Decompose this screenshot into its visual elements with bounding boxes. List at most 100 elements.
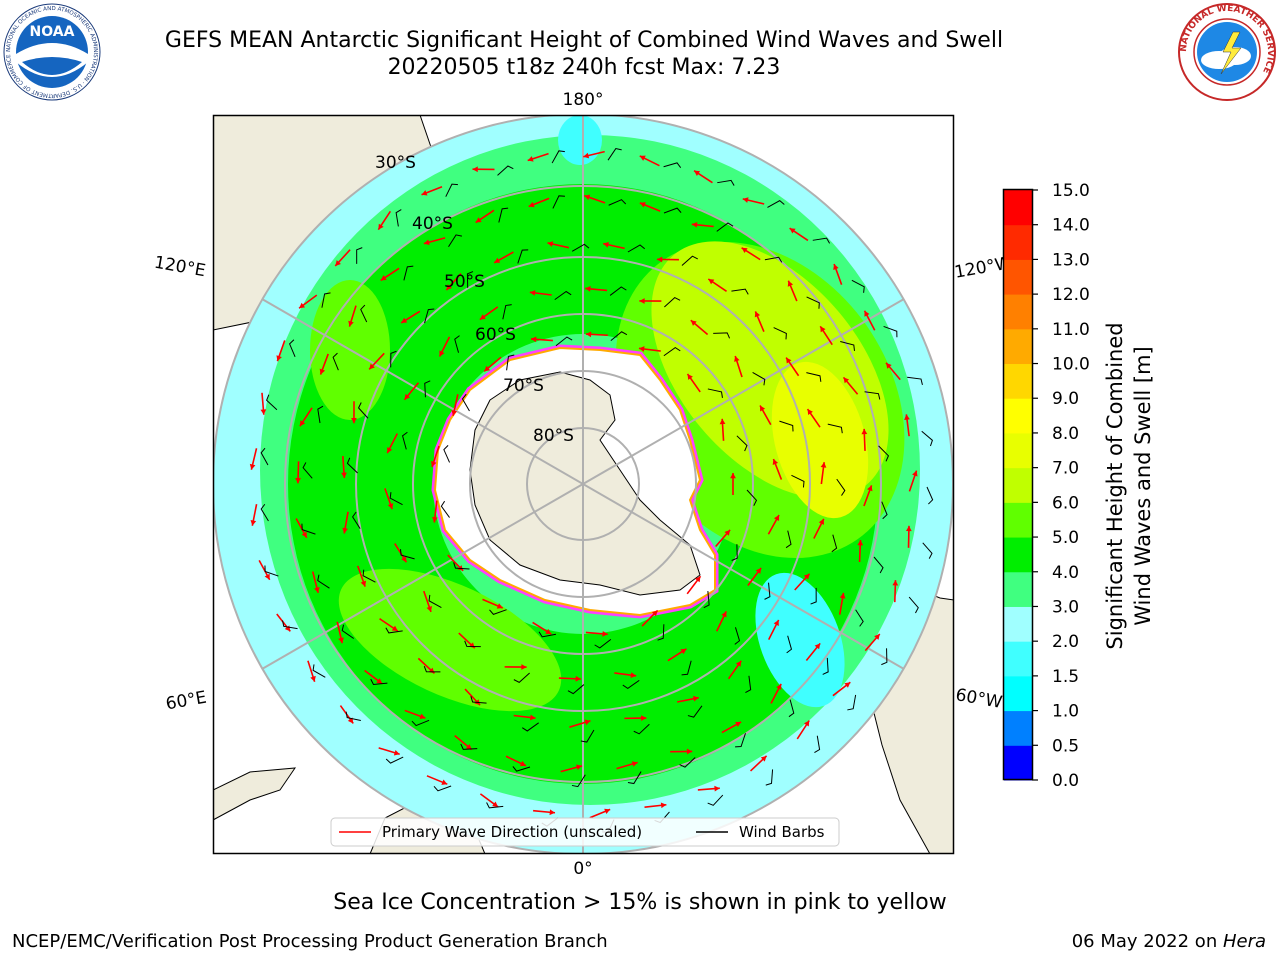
wind-barb [679, 757, 696, 768]
colorbar-band [1004, 675, 1032, 712]
wave-direction-arrow [334, 249, 351, 267]
wind-barb [594, 638, 612, 649]
colorbar-tick-label: 3.0 [1052, 597, 1079, 617]
colorbar-band [1004, 710, 1032, 746]
wind-barb [345, 711, 361, 721]
colorbar-tick-label: 14.0 [1052, 216, 1090, 236]
wind-barb [822, 657, 829, 675]
lon-label-60e: 60°E [164, 688, 208, 715]
wind-barb [282, 620, 298, 630]
wind-barb [506, 354, 515, 371]
wave-direction-arrow [863, 310, 876, 331]
wave-direction-arrow [585, 331, 608, 338]
wave-direction-arrow [616, 761, 638, 770]
lon-label-0: 0° [573, 859, 592, 879]
lon-label-60w: 60°W [954, 685, 1004, 713]
nws-logo: NATIONAL WEATHER SERVICE [1178, 3, 1276, 101]
date-line: 06 May 2022 on Hera [1072, 931, 1266, 952]
wave-direction-arrow [892, 580, 899, 603]
wave-direction-arrow [721, 721, 742, 734]
wave-direction-arrow [639, 202, 661, 212]
wave-direction-arrow [727, 660, 742, 680]
colorbar-band [1004, 259, 1032, 295]
wind-barb [440, 500, 450, 518]
wind-barb [571, 774, 586, 788]
wave-direction-arrow [747, 567, 762, 587]
wind-barb [428, 594, 442, 608]
wave-direction-arrow [772, 458, 783, 480]
wave-direction-arrow [368, 352, 385, 370]
wave-direction-arrow [404, 709, 426, 719]
colorbar-band [1004, 363, 1032, 399]
wave-direction-arrow [614, 672, 637, 678]
colorbar-band [1004, 224, 1032, 260]
madagascar [213, 767, 297, 821]
wave-direction-arrow [377, 210, 392, 231]
wave-direction-arrow [432, 500, 438, 523]
wind-barb [827, 423, 843, 434]
colorbar-band [1004, 606, 1032, 642]
wind-barb [513, 672, 530, 683]
wind-barb [512, 766, 531, 772]
wind-barb [881, 648, 888, 666]
colorbar-ticks: 0.0 0.5 1.0 1.5 2.0 3.0 4.0 5.0 6.0 7.0 8.0 9.0 10.0… [1032, 181, 1090, 791]
map-legend: Primary Wave Direction (unscaled) Wind B… [330, 817, 840, 847]
wind-barb [812, 237, 831, 244]
vector-layer [249, 148, 934, 833]
colorbar-band [1004, 641, 1032, 677]
colorbar-frame [1002, 188, 1034, 781]
wave-direction-arrow [483, 356, 502, 372]
colorbar-tick-label: 2.0 [1052, 632, 1079, 652]
wind-barb [831, 534, 838, 553]
wind-barb [580, 729, 595, 743]
wave-direction-arrow [533, 809, 556, 816]
wave-direction-arrow [585, 630, 608, 637]
wave-direction-arrow [741, 247, 761, 261]
wave-direction-arrow [249, 448, 258, 470]
wind-barb [403, 265, 414, 281]
wave-direction-arrow [403, 382, 420, 401]
wind-barb [385, 756, 404, 764]
wind-barb [622, 679, 640, 689]
wind-barb [470, 696, 487, 704]
wind-barb [301, 523, 316, 535]
wave-direction-arrow [451, 394, 459, 416]
wave-direction-arrow [707, 278, 727, 293]
wave-direction-arrow [644, 802, 667, 809]
wave-direction-arrow [667, 648, 687, 662]
wind-barb [736, 435, 748, 452]
wind-barb [855, 609, 864, 627]
wind-barb [657, 624, 665, 641]
wave-direction-arrow [638, 346, 661, 352]
wind-barb [517, 249, 529, 264]
wind-barb [571, 243, 590, 252]
wind-barb [567, 684, 585, 695]
wind-barb [608, 199, 627, 206]
wind-barb [681, 255, 698, 266]
wind-barb [773, 327, 787, 340]
colorbar-band [1004, 294, 1032, 330]
wave-direction-arrow [789, 227, 809, 242]
wave-direction-arrow [295, 461, 301, 484]
wind-barb [847, 694, 857, 711]
colorbar-tick-label: 11.0 [1052, 320, 1090, 340]
wind-barb [707, 388, 723, 398]
wind-barb [735, 733, 746, 748]
wave-direction-arrow [624, 715, 647, 722]
lat-label-70s: 70°S [503, 376, 544, 396]
wind-barb [352, 511, 361, 529]
wave-direction-arrow [820, 462, 827, 485]
wave-direction-arrow [505, 755, 527, 767]
wave-direction-arrow [863, 485, 873, 507]
wave-direction-arrow [787, 280, 798, 302]
wave-direction-arrow [560, 764, 583, 773]
wave-direction-arrow [423, 590, 432, 613]
wave-direction-arrow [558, 675, 581, 682]
chart-subtitle: 20220505 t18z 240h fcst Max: 7.23 [387, 55, 781, 80]
wind-barb [883, 325, 898, 338]
wave-direction-arrow [475, 209, 495, 224]
wave-direction-arrow [438, 336, 451, 357]
wind-barb [302, 462, 313, 479]
wind-barb [321, 292, 331, 308]
wave-direction-arrow [686, 373, 701, 393]
